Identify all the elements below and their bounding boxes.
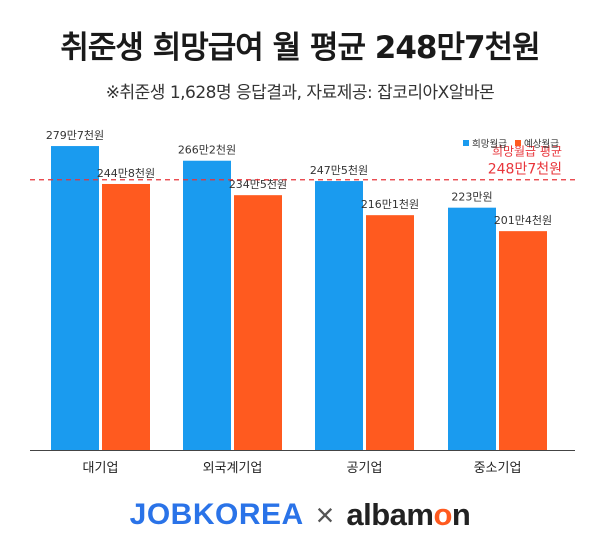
legend-label-expected: 예상월급 xyxy=(524,138,559,150)
bar-desired-0 xyxy=(51,146,99,450)
data-label-expected-3: 201만4천원 xyxy=(494,213,552,227)
data-label-expected-0: 244만8천원 xyxy=(97,166,155,180)
legend-label-desired: 희망월급 xyxy=(472,138,507,150)
category-label-3: 중소기업 xyxy=(474,461,522,476)
footer-brands: JOBKOREA × albamon xyxy=(0,490,600,540)
bar-expected-1 xyxy=(234,195,282,450)
bar-desired-3 xyxy=(448,207,496,450)
data-label-desired-3: 223만원 xyxy=(451,191,492,204)
category-label-0: 대기업 xyxy=(83,461,119,476)
data-label-expected-1: 234만5천원 xyxy=(229,177,287,191)
legend-swatch-desired xyxy=(463,140,469,146)
jobkorea-logo: JOBKOREA xyxy=(129,498,304,531)
data-label-expected-2: 216만1천원 xyxy=(361,197,419,211)
bar-expected-3 xyxy=(499,231,547,450)
chart-subtitle: ※취준생 1,628명 응답결과, 자료제공: 잡코리아X알바몬 xyxy=(105,83,495,103)
albamon-logo: albamon xyxy=(346,497,471,532)
data-label-desired-0: 279만7천원 xyxy=(46,128,104,142)
bar-desired-2 xyxy=(315,181,363,451)
chart-title: 취준생 희망급여 월 평균 248만7천원 xyxy=(60,30,540,66)
data-label-desired-1: 266만2천원 xyxy=(178,143,236,157)
bar-desired-1 xyxy=(183,160,231,450)
category-label-2: 공기업 xyxy=(347,461,383,476)
data-label-desired-2: 247만5천원 xyxy=(310,163,368,177)
category-label-1: 외국계기업 xyxy=(203,461,263,476)
bar-expected-2 xyxy=(366,215,414,450)
bar-expected-0 xyxy=(102,183,150,450)
average-value: 248만7천원 xyxy=(488,162,562,178)
legend-swatch-expected xyxy=(515,140,521,146)
brand-separator: × xyxy=(315,496,335,533)
average-label: 희망월급 평균 xyxy=(492,145,562,159)
